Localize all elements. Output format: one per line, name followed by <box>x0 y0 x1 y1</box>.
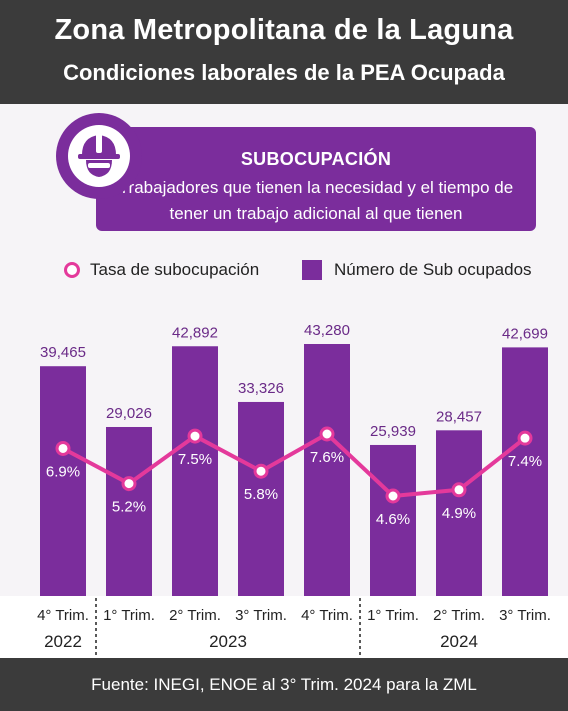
rate-value-label-5: 4.6% <box>376 511 410 528</box>
rate-point-7 <box>517 430 533 446</box>
bar-value-label-1: 29,026 <box>106 405 152 422</box>
legend-line-label: Tasa de subocupación <box>90 260 260 279</box>
rate-point-1 <box>121 476 137 492</box>
chart-x-axis: 4° Trim. 1° Trim. 2° Trim. 3° Trim. 4° Trim.… <box>0 596 568 658</box>
bar-value-label-6: 28,457 <box>436 408 482 425</box>
bar-1 <box>106 426 152 596</box>
year-group-label-1: 2023 <box>209 632 247 651</box>
subocupacion-chart: 39,465 29,026 42,892 33,326 43,280 25,939 28,4… <box>40 322 548 596</box>
rate-value-label-6: 4.9% <box>442 505 476 522</box>
worker-hardhat-icon <box>68 125 130 187</box>
x-tick-label-6: 2° Trim. <box>433 607 485 624</box>
bar-6 <box>436 430 482 596</box>
bar-0 <box>40 366 86 596</box>
legend-item-rate: Tasa de subocupación <box>64 260 259 280</box>
rate-line <box>62 432 527 498</box>
rate-point-6 <box>451 482 467 498</box>
legend-item-count: Número de Sub ocupados <box>302 260 532 280</box>
rate-value-label-3: 5.8% <box>244 486 278 503</box>
source-note: Fuente: INEGI, ENOE al 3° Trim. 2024 par… <box>91 675 477 694</box>
rate-point-0 <box>55 440 71 456</box>
rate-value-label-0: 6.9% <box>46 463 80 480</box>
source-footer: Fuente: INEGI, ENOE al 3° Trim. 2024 par… <box>0 658 568 711</box>
year-group-label-0: 2022 <box>44 632 82 651</box>
bar-value-label-7: 42,699 <box>502 325 548 342</box>
bar-4 <box>304 344 350 596</box>
chart-legend: Tasa de subocupación Número de Sub ocupa… <box>0 260 568 286</box>
page-subtitle: Condiciones laborales de la PEA Ocupada <box>63 60 505 85</box>
x-tick-label-4: 4° Trim. <box>301 607 353 624</box>
header: Zona Metropolitana de la Laguna Condicio… <box>0 0 568 104</box>
bar-5 <box>370 444 416 596</box>
rate-value-label-2: 7.5% <box>178 451 212 468</box>
x-tick-label-1: 1° Trim. <box>103 607 155 624</box>
bar-value-label-2: 42,892 <box>172 324 218 341</box>
x-tick-label-3: 3° Trim. <box>235 607 287 624</box>
bar-3 <box>238 401 284 596</box>
bar-value-label-3: 33,326 <box>238 380 284 397</box>
bar-value-label-5: 25,939 <box>370 423 416 440</box>
bar-value-label-0: 39,465 <box>40 344 86 361</box>
banner-description-line-1: Trabajadores que tienen la necesidad y e… <box>118 178 514 197</box>
rate-value-label-4: 7.6% <box>310 449 344 466</box>
legend-bar-label: Número de Sub ocupados <box>334 260 532 279</box>
page-title: Zona Metropolitana de la Laguna <box>54 14 514 46</box>
legend-line-marker <box>64 262 80 278</box>
bar-2 <box>172 346 218 596</box>
rate-point-2 <box>187 428 203 444</box>
banner-description: Trabajadores que tienen la necesidad y e… <box>96 175 536 227</box>
rate-point-3 <box>253 463 269 479</box>
rate-value-label-1: 5.2% <box>112 499 146 516</box>
banner-description-line-2: tener un trabajo adicional al que tienen <box>169 204 463 223</box>
year-group-label-2: 2024 <box>440 632 478 651</box>
x-tick-label-5: 1° Trim. <box>367 607 419 624</box>
x-tick-label-2: 2° Trim. <box>169 607 221 624</box>
x-tick-label-0: 4° Trim. <box>37 607 89 624</box>
axis-background <box>0 596 568 658</box>
rate-point-4 <box>319 426 335 442</box>
rate-value-label-7: 7.4% <box>508 453 542 470</box>
bar-7 <box>502 347 548 596</box>
worker-badge <box>56 113 142 199</box>
rate-point-5 <box>385 488 401 504</box>
bar-value-label-4: 43,280 <box>304 322 350 339</box>
legend-bar-marker <box>302 260 322 280</box>
definition-banner: SUBOCUPACIÓN Trabajadores que tienen la … <box>96 127 536 231</box>
banner-title: SUBOCUPACIÓN <box>240 149 392 169</box>
x-tick-label-7: 3° Trim. <box>499 607 551 624</box>
